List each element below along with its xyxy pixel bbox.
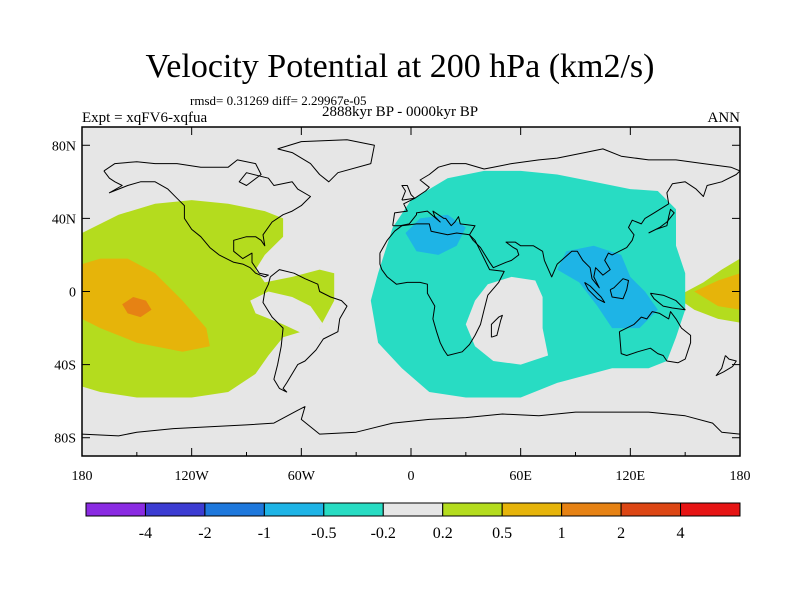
season-label: ANN: [707, 110, 741, 126]
colorbar-swatch: [680, 502, 741, 517]
colorbar-label: 2: [617, 525, 625, 542]
coastline-new-guinea: [649, 292, 686, 311]
y-tick-label: 80S: [54, 432, 76, 447]
colorbar-label: -2: [198, 525, 211, 542]
colorbar-label: -0.5: [311, 525, 336, 542]
contour-region-negative-0.5-1-maritime-continent: [557, 245, 658, 329]
contour-regions: [82, 170, 740, 398]
x-tick-label: 120W: [175, 469, 210, 484]
coastline-sumatra: [584, 281, 606, 303]
y-tick-label: 40N: [52, 212, 76, 227]
colorbar-label: -0.2: [371, 525, 396, 542]
coastlines: [82, 139, 740, 437]
x-tick-label: 120E: [616, 469, 646, 484]
x-tick-label: 180: [730, 469, 751, 484]
coastline-borneo: [609, 278, 629, 300]
contour-region-positive-0.5-1-west-pacific: [694, 273, 740, 310]
colorbar-swatch: [144, 502, 206, 517]
colorbar-label: 0.2: [433, 525, 453, 542]
y-tick-label: 40S: [54, 359, 76, 374]
x-tick-label: 180: [72, 469, 93, 484]
colorbar-swatch: [501, 502, 563, 517]
colorbar-swatch: [323, 502, 384, 517]
coastline-australia: [618, 311, 692, 364]
contour-region-positive-1-2-pacific: [122, 297, 152, 318]
coastline-north-america: [103, 159, 311, 278]
axis-ticks: 180 120W 60W 0 60E 120E 180 80N 40N 0 40S 80S: [52, 127, 751, 484]
coastline-greenland: [277, 139, 375, 183]
time-range-label: 2888kyr BP - 0000kyr BP: [321, 104, 479, 120]
chart-title: Velocity Potential at 200 hPa (km2/s): [145, 48, 655, 85]
colorbar-swatch: [85, 502, 146, 517]
experiment-label: Expt = xqFV6-xqfua: [82, 110, 208, 126]
colorbar-swatch: [561, 502, 622, 517]
colorbar-label: -1: [258, 525, 271, 542]
coastline-japan: [648, 208, 675, 234]
coastline-eurasia: [392, 148, 740, 289]
x-tick-label: 0: [408, 469, 415, 484]
coastline-south-america: [262, 269, 348, 393]
contour-region-neutral-atlantic-pocket: [250, 291, 324, 338]
x-tick-label: 60W: [288, 469, 316, 484]
colorbar-label: -4: [139, 525, 152, 542]
colorbar-swatch: [263, 502, 325, 517]
colorbar-swatch: [204, 502, 265, 517]
colorbar-swatch: [620, 502, 682, 517]
coastline-madagascar: [490, 314, 503, 338]
x-tick-label: 60E: [509, 469, 532, 484]
stats-label: rmsd= 0.31269 diff= 2.29967e-05: [190, 93, 367, 108]
coastline-antarctica: [82, 406, 740, 437]
y-tick-label: 0: [69, 286, 76, 301]
colorbar-label: 4: [677, 525, 685, 542]
colorbar: -4 -2 -1 -0.5 -0.2 0.2 0.5 1 2 4: [85, 502, 741, 542]
y-tick-label: 80N: [52, 139, 76, 154]
coastline-british-isles: [401, 185, 416, 201]
coastline-africa: [379, 223, 505, 356]
coastline-new-zealand: [715, 355, 737, 377]
colorbar-label: 0.5: [492, 525, 512, 542]
colorbar-swatch: [382, 502, 444, 517]
colorbar-label: 1: [558, 525, 566, 542]
contour-region-positive-0.2-0.5-pacific: [82, 200, 335, 398]
colorbar-swatch: [442, 502, 503, 517]
